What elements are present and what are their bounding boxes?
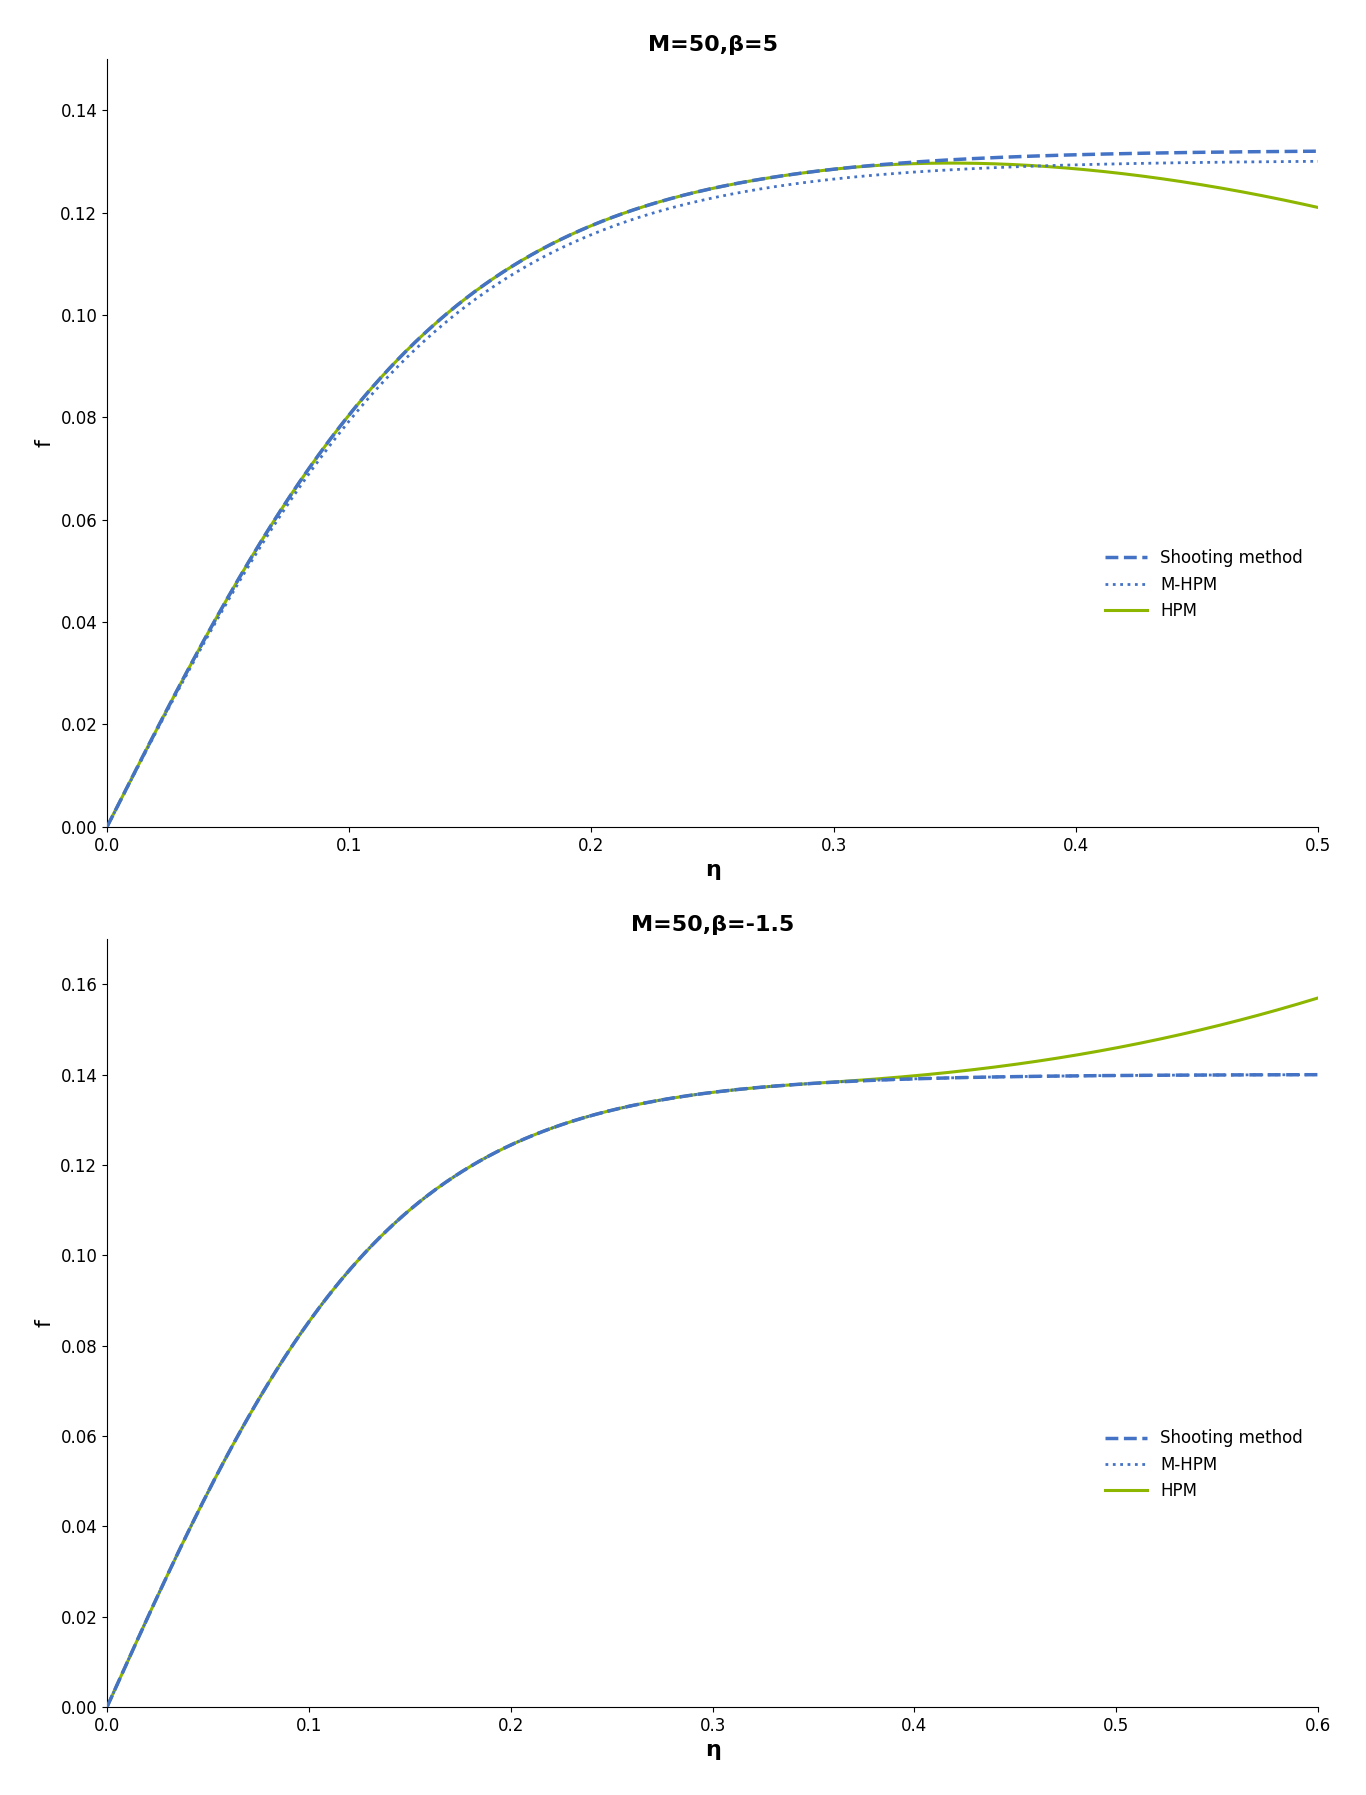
Line: M-HPM: M-HPM — [107, 162, 1318, 827]
M-HPM — [223, 1438, 239, 1459]
HPM — [930, 153, 947, 174]
Line: M-HPM: M-HPM — [107, 1075, 1318, 1707]
Shooting method — [98, 817, 115, 838]
Shooting method — [223, 1438, 239, 1459]
HPM — [223, 1438, 239, 1459]
M-HPM — [1044, 154, 1060, 176]
Shooting method — [1044, 145, 1060, 167]
M-HPM — [1044, 1066, 1060, 1088]
Legend: Shooting method, M-HPM, HPM: Shooting method, M-HPM, HPM — [1098, 542, 1310, 626]
Line: HPM: HPM — [107, 163, 1318, 827]
Shooting method — [1044, 1066, 1060, 1088]
Shooting method — [930, 149, 947, 171]
X-axis label: η: η — [705, 860, 720, 880]
Shooting method — [1310, 1064, 1326, 1086]
M-HPM — [1065, 1064, 1082, 1086]
M-HPM — [1065, 154, 1082, 176]
HPM — [589, 212, 605, 233]
HPM — [632, 1093, 649, 1115]
X-axis label: η: η — [705, 1741, 720, 1761]
HPM — [98, 1696, 115, 1718]
M-HPM — [589, 1104, 605, 1125]
Y-axis label: f: f — [34, 440, 55, 447]
HPM — [1067, 158, 1083, 180]
Shooting method — [930, 1068, 947, 1090]
Shooting method — [589, 1104, 605, 1125]
M-HPM — [98, 1696, 115, 1718]
Legend: Shooting method, M-HPM, HPM: Shooting method, M-HPM, HPM — [1098, 1423, 1310, 1506]
Shooting method — [1065, 144, 1082, 165]
Shooting method — [632, 1093, 649, 1115]
HPM — [632, 197, 649, 219]
HPM — [1065, 1045, 1082, 1066]
HPM — [589, 1104, 605, 1125]
HPM — [1044, 1048, 1060, 1070]
Shooting method — [589, 212, 605, 233]
M-HPM — [589, 221, 605, 242]
M-HPM — [98, 817, 115, 838]
M-HPM — [930, 160, 947, 181]
M-HPM — [930, 1068, 947, 1090]
Y-axis label: f: f — [34, 1319, 55, 1327]
HPM — [1045, 156, 1061, 178]
Shooting method — [1065, 1064, 1082, 1086]
Line: Shooting method: Shooting method — [107, 151, 1318, 827]
HPM — [223, 582, 239, 603]
HPM — [943, 153, 959, 174]
Shooting method — [1310, 140, 1326, 162]
HPM — [930, 1063, 947, 1084]
M-HPM — [1310, 1064, 1326, 1086]
HPM — [1310, 987, 1326, 1009]
Shooting method — [223, 582, 239, 603]
Line: Shooting method: Shooting method — [107, 1075, 1318, 1707]
HPM — [98, 817, 115, 838]
HPM — [1310, 197, 1326, 219]
M-HPM — [223, 585, 239, 607]
M-HPM — [632, 206, 649, 228]
Line: HPM: HPM — [107, 998, 1318, 1707]
Title: M=50,β=-1.5: M=50,β=-1.5 — [631, 915, 794, 935]
M-HPM — [1310, 151, 1326, 172]
Shooting method — [632, 197, 649, 219]
M-HPM — [632, 1093, 649, 1115]
Title: M=50,β=5: M=50,β=5 — [647, 34, 777, 54]
Shooting method — [98, 1696, 115, 1718]
